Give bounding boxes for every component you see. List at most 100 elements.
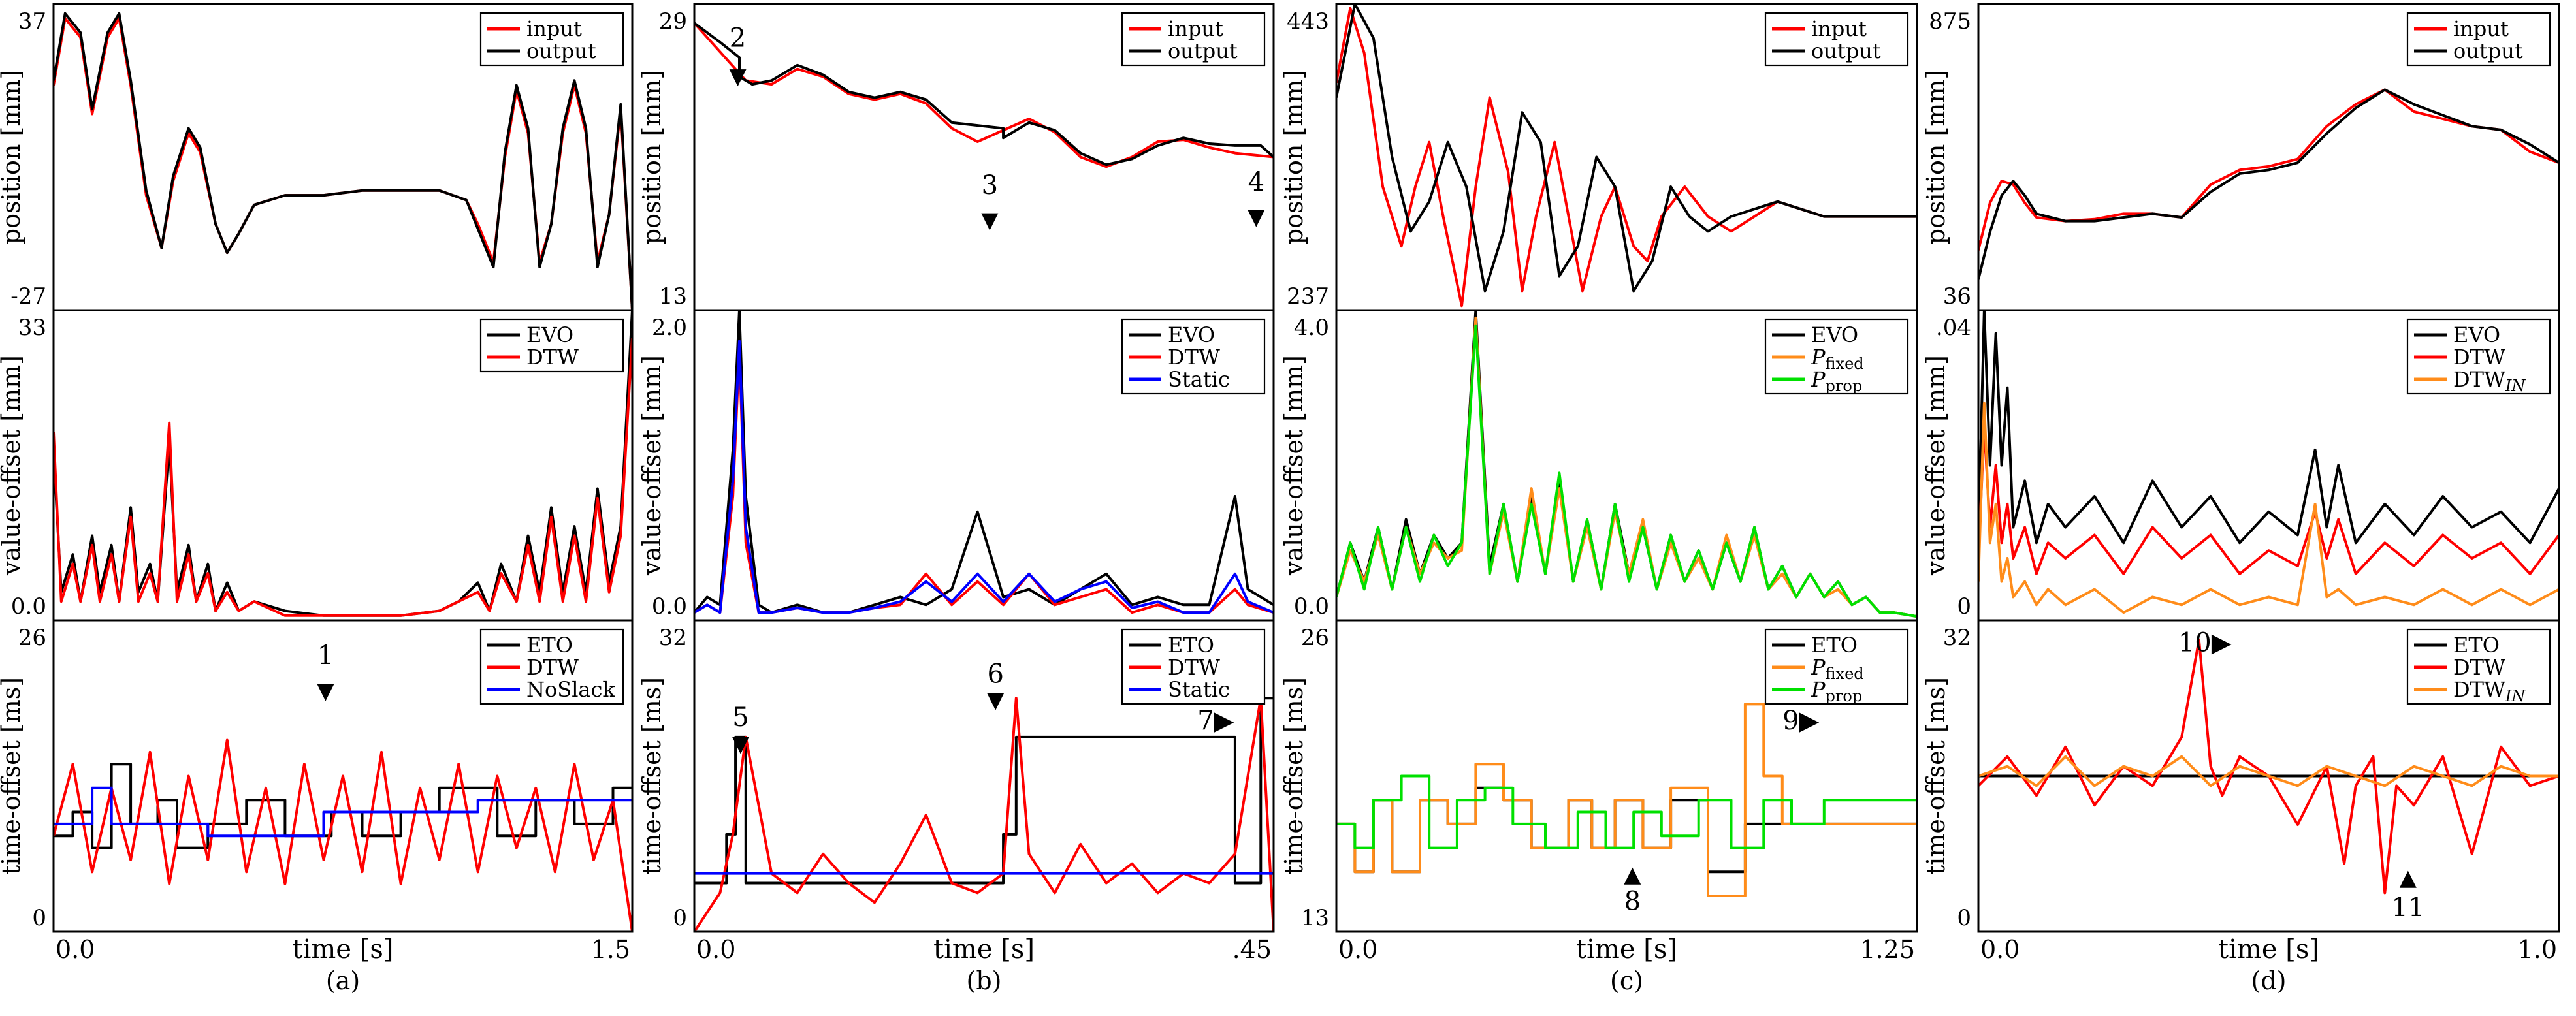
y-tick-top: 33 [18, 315, 46, 341]
y-tick-bottom: 36 [1943, 283, 1971, 310]
series-line [694, 22, 1274, 167]
legend-label: Pprop [1811, 677, 1862, 705]
annotation: ▼ [732, 731, 750, 757]
legend-label: DTW [526, 345, 579, 370]
y-axis-label: value-offset [mm] [1280, 355, 1308, 576]
y-axis-label: time-offset [ms] [1280, 677, 1308, 875]
y-tick-bottom: 13 [1301, 905, 1329, 931]
series-line [1978, 755, 2559, 787]
legend-label: ETO [1811, 633, 1858, 658]
series-line [1978, 425, 2559, 575]
annotation: 4 [1248, 167, 1264, 197]
legend-label: ETO [1168, 633, 1214, 658]
x-tick-start: 0.0 [56, 935, 95, 964]
x-tick-start: 0.0 [696, 935, 735, 964]
y-tick-top: 4.0 [1294, 315, 1329, 341]
legend-box [479, 318, 624, 373]
annotation: ▼ [987, 688, 1005, 714]
legend-label: EVO [526, 323, 573, 347]
y-axis-label: position [mm] [637, 70, 666, 244]
panel-label: (a) [326, 966, 360, 995]
y-axis-label: time-offset [ms] [1922, 677, 1950, 875]
legend-label: DTWIN [2453, 367, 2526, 395]
series-line [1336, 774, 1917, 849]
x-tick-start: 0.0 [1980, 935, 2020, 964]
legend-label: ETO [526, 633, 573, 658]
y-tick-bottom: -27 [10, 283, 46, 310]
annotation: ▼ [317, 678, 334, 704]
y-tick-bottom: 0 [32, 905, 46, 931]
legend-label: output [1168, 39, 1238, 63]
annotation: ▲ [1624, 862, 1641, 888]
x-tick-end: 1.25 [1860, 935, 1915, 964]
y-tick-top: .04 [1936, 315, 1971, 341]
annotation: ▼ [729, 63, 747, 89]
series-line [1978, 638, 2559, 895]
legend-label: output [1811, 39, 1881, 63]
annotation: 6 [988, 659, 1004, 689]
y-tick-top: 26 [18, 625, 46, 651]
annotation: 1 [317, 641, 334, 671]
panel-label: (d) [2251, 966, 2287, 995]
series-line [1978, 402, 2559, 614]
panel-label: (b) [967, 966, 1002, 995]
series-line [54, 786, 632, 838]
y-tick-bottom: 0 [673, 905, 687, 931]
legend-label: ETO [2453, 633, 2500, 658]
y-tick-top: 37 [18, 8, 46, 35]
legend-label: Static [1168, 367, 1230, 392]
plot-frame [1977, 619, 2560, 933]
series-group [694, 310, 1274, 614]
y-tick-top: 32 [1943, 625, 1971, 651]
y-axis-label: value-offset [mm] [1922, 355, 1950, 576]
series-line [1336, 703, 1917, 897]
legend-label: output [526, 39, 596, 63]
x-tick-end: .45 [1232, 935, 1272, 964]
legend-label: DTW [526, 655, 579, 680]
y-axis-label: time-offset [ms] [0, 677, 25, 875]
y-tick-top: 26 [1301, 625, 1329, 651]
legend-label: DTW [1168, 345, 1220, 370]
annotation: 5 [732, 703, 749, 733]
series-group [1978, 310, 2559, 614]
legend-label: DTWIN [2453, 677, 2526, 705]
legend-label: output [2453, 39, 2523, 63]
annotation: 7▶ [1197, 706, 1234, 736]
annotation: 3 [982, 170, 998, 200]
series-group [54, 12, 632, 310]
x-axis-label: time [s] [293, 934, 394, 964]
legend-label: DTW [2453, 345, 2505, 370]
y-tick-bottom: 0.0 [652, 594, 687, 620]
series-group [54, 310, 632, 617]
legend-label: Pprop [1811, 367, 1862, 395]
y-tick-top: 875 [1929, 8, 1971, 35]
y-axis-label: value-offset [mm] [637, 355, 666, 576]
legend-label: Pfixed [1811, 345, 1864, 373]
annotation: ▲ [2400, 865, 2417, 891]
x-tick-start: 0.0 [1338, 935, 1377, 964]
legend-box [1764, 12, 1909, 67]
legend-label: DTW [1168, 655, 1220, 680]
annotation: 2 [730, 24, 746, 54]
legend-box [1121, 12, 1266, 67]
annotation: 9▶ [1782, 706, 1819, 736]
legend-label: Pfixed [1811, 655, 1864, 683]
annotation: 11 [2391, 893, 2424, 923]
legend-label: EVO [1168, 323, 1215, 347]
legend-label: EVO [1811, 323, 1858, 347]
